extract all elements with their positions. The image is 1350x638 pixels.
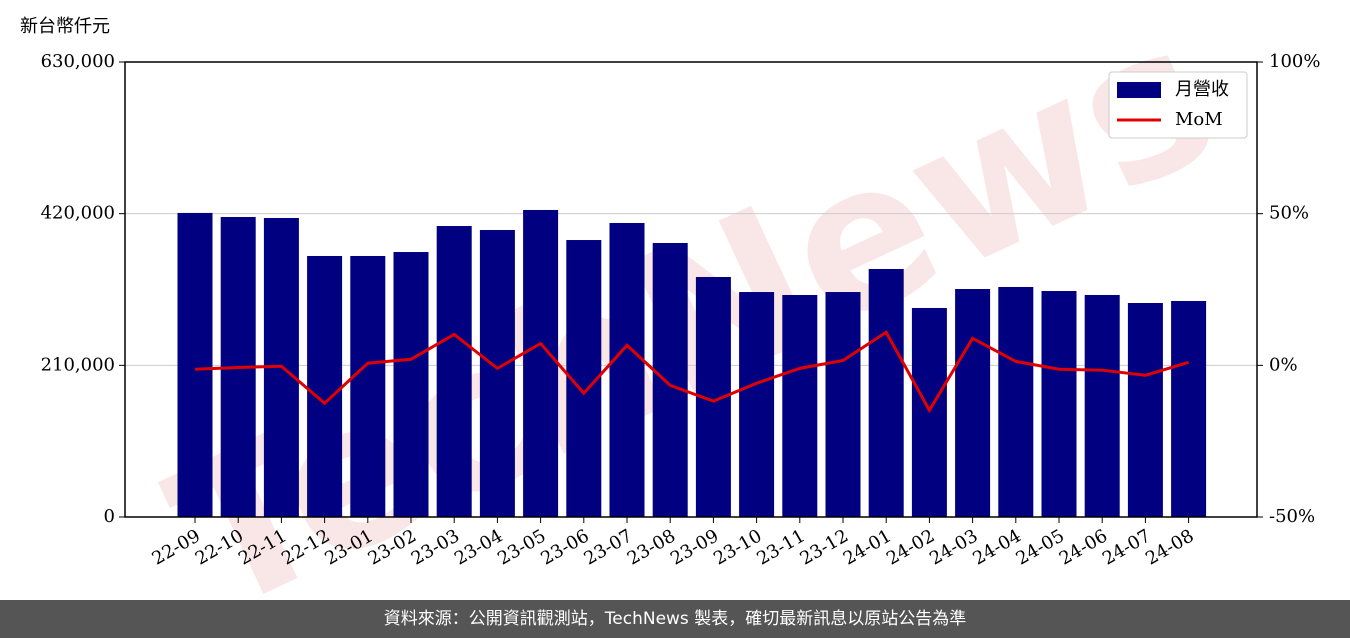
bar	[1171, 300, 1207, 517]
y2-tick-label: -50%	[1269, 506, 1315, 527]
x-tick-label: 24-01	[840, 525, 895, 569]
bar	[652, 242, 688, 517]
bar	[739, 292, 775, 517]
y-tick-label: 630,000	[41, 51, 115, 72]
y-tick-label: 210,000	[41, 354, 115, 375]
legend-label: MoM	[1175, 109, 1223, 130]
x-tick-label: 24-07	[1099, 525, 1154, 569]
bar	[998, 286, 1034, 517]
x-tick-label: 24-06	[1056, 525, 1111, 569]
legend-label: 月營收	[1175, 79, 1229, 100]
bar	[609, 222, 645, 517]
bar	[1127, 303, 1163, 517]
x-tick-label: 24-03	[926, 525, 981, 569]
x-tick-label: 24-08	[1142, 525, 1197, 569]
legend-swatch	[1117, 82, 1161, 98]
bar	[868, 268, 904, 517]
bar	[1041, 291, 1077, 517]
x-tick-label: 24-04	[969, 525, 1024, 569]
x-tick-label: 23-06	[537, 525, 592, 569]
y2-tick-label: 100%	[1269, 51, 1320, 72]
plot-frame	[124, 61, 1258, 518]
y-tick-label: 0	[104, 506, 115, 527]
bar	[479, 229, 515, 517]
x-tick-label: 23-08	[624, 525, 679, 569]
bar	[782, 294, 818, 517]
y-axis-label: 新台幣仟元	[20, 16, 110, 37]
x-tick-label: 24-05	[1013, 525, 1068, 569]
line	[194, 330, 1190, 414]
y2-tick-label: 0%	[1269, 354, 1298, 375]
chart: 新台幣仟元 TechNews 0 210,000 420,000 630,000 -50…	[20, 0, 1320, 600]
bar	[523, 209, 559, 517]
x-tick-label: 23-11	[753, 525, 808, 569]
y-tick-label: 420,000	[41, 203, 115, 224]
bar	[350, 255, 386, 517]
bar	[307, 255, 343, 517]
x-tick-label: 23-07	[581, 525, 636, 569]
bar	[393, 252, 429, 517]
bar	[955, 288, 991, 517]
footer: 資料來源：公開資訊觀測站，TechNews 製表，確切最新訊息以原站公告為準	[0, 600, 1350, 638]
x-tick-label: 23-10	[710, 525, 765, 569]
x-tick-label: 24-02	[883, 525, 938, 569]
bar	[436, 226, 472, 517]
bar	[1084, 294, 1120, 517]
x-tick-label: 23-09	[667, 525, 722, 569]
watermark: TechNews	[140, 0, 1247, 600]
bar	[177, 212, 213, 517]
x-tick-label: 23-12	[797, 525, 852, 569]
y2-tick-label: 50%	[1269, 203, 1309, 224]
bar	[825, 292, 861, 517]
